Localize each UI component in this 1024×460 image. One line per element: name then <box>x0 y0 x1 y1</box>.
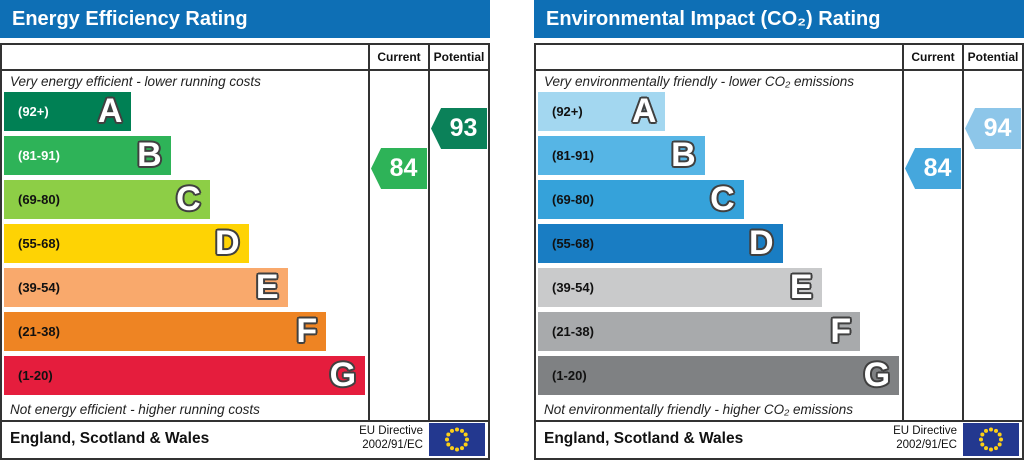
band-letter: C <box>176 179 201 218</box>
band-letter: D <box>749 223 774 262</box>
table-footer: England, Scotland & Wales EU Directive 2… <box>2 420 488 456</box>
band-c: (69-80) C <box>4 179 210 219</box>
band-range-label: (21-38) <box>552 323 594 339</box>
eu-flag-icon <box>963 422 1019 456</box>
band-letter: D <box>215 223 240 262</box>
band-letter: F <box>830 311 852 350</box>
band-g: (1-20) G <box>4 355 366 395</box>
bands-area: Very environmentally friendly - lower CO… <box>536 71 902 420</box>
band-letter: E <box>789 267 813 306</box>
current-column-header: Current <box>368 45 428 69</box>
band-letter: A <box>631 91 657 130</box>
bands-area: Very energy efficient - lower running co… <box>2 71 368 420</box>
current-rating-arrow: 84 <box>371 148 427 189</box>
band-f: (21-38) F <box>4 311 327 351</box>
current-column-header: Current <box>902 45 962 69</box>
table-body: Very environmentally friendly - lower CO… <box>536 71 1022 420</box>
rating-table: Current Potential Very energy efficient … <box>0 43 490 460</box>
band-range-label: (92+) <box>18 103 49 119</box>
band-a: (92+) A <box>538 91 666 131</box>
table-footer: England, Scotland & Wales EU Directive 2… <box>536 420 1022 456</box>
potential-column-header: Potential <box>428 45 488 69</box>
current-rating-arrow: 84 <box>905 148 961 189</box>
region-label: England, Scotland & Wales <box>544 430 744 447</box>
eu-directive-line1: EU Directive <box>893 425 957 438</box>
bottom-caption: Not energy efficient - higher running co… <box>10 402 260 418</box>
band-g: (1-20) G <box>538 355 900 395</box>
top-caption: Very environmentally friendly - lower CO… <box>544 73 854 89</box>
eu-directive-line2: 2002/91/EC <box>362 439 423 451</box>
band-range-label: (55-68) <box>552 235 594 251</box>
eu-directive-label: EU Directive 2002/91/EC <box>359 425 423 453</box>
band-range-label: (81-91) <box>18 147 60 163</box>
band-d: (55-68) D <box>538 223 783 263</box>
energy-efficiency-chart: Energy Efficiency Rating Current Potenti… <box>0 0 490 460</box>
band-letter: A <box>97 91 123 130</box>
band-range-label: (81-91) <box>552 147 594 163</box>
environmental-impact-chart: Environmental Impact (CO₂) Rating Curren… <box>534 0 1024 460</box>
current-column: 84 <box>368 71 428 420</box>
band-letter: E <box>255 267 279 306</box>
band-range-label: (55-68) <box>18 235 60 251</box>
top-caption: Very energy efficient - lower running co… <box>10 73 261 89</box>
band-letter: B <box>137 135 162 174</box>
eu-directive-label: EU Directive 2002/91/EC <box>893 425 957 453</box>
chart-title: Environmental Impact (CO₂) Rating <box>534 0 1024 38</box>
header-spacer <box>2 45 368 69</box>
band-letter: B <box>671 135 696 174</box>
rating-table: Current Potential Very environmentally f… <box>534 43 1024 460</box>
potential-rating-arrow: 93 <box>431 108 487 149</box>
band-b: (81-91) B <box>538 135 705 175</box>
table-header-row: Current Potential <box>536 45 1022 71</box>
eu-flag-icon <box>429 422 485 456</box>
table-body: Very energy efficient - lower running co… <box>2 71 488 420</box>
potential-rating-arrow: 94 <box>965 108 1021 149</box>
chart-title: Energy Efficiency Rating <box>0 0 490 38</box>
band-c: (69-80) C <box>538 179 744 219</box>
band-letter: G <box>329 355 357 394</box>
band-range-label: (92+) <box>552 103 583 119</box>
band-range-label: (21-38) <box>18 323 60 339</box>
band-e: (39-54) E <box>538 267 822 307</box>
band-d: (55-68) D <box>4 223 249 263</box>
bands: (92+) A (81-91) B (69-80) C (55-68) D (39-54) E (2… <box>536 91 902 400</box>
band-range-label: (1-20) <box>18 367 53 383</box>
band-b: (81-91) B <box>4 135 171 175</box>
potential-column-header: Potential <box>962 45 1022 69</box>
table-header-row: Current Potential <box>2 45 488 71</box>
bottom-caption: Not environmentally friendly - higher CO… <box>544 402 854 418</box>
bands: (92+) A (81-91) B (69-80) C (55-68) D (39-54) E (2… <box>2 91 368 400</box>
eu-directive-line2: 2002/91/EC <box>896 439 957 451</box>
eu-directive-line1: EU Directive <box>359 425 423 438</box>
band-letter: F <box>296 311 318 350</box>
band-e: (39-54) E <box>4 267 288 307</box>
band-range-label: (69-80) <box>18 191 60 207</box>
potential-column: 93 <box>428 71 488 420</box>
band-range-label: (1-20) <box>552 367 587 383</box>
header-spacer <box>536 45 902 69</box>
band-f: (21-38) F <box>538 311 861 351</box>
band-range-label: (39-54) <box>552 279 594 295</box>
band-letter: C <box>710 179 735 218</box>
band-range-label: (69-80) <box>552 191 594 207</box>
band-a: (92+) A <box>4 91 132 131</box>
potential-column: 94 <box>962 71 1022 420</box>
region-label: England, Scotland & Wales <box>10 430 210 447</box>
band-letter: G <box>863 355 891 394</box>
current-column: 84 <box>902 71 962 420</box>
band-range-label: (39-54) <box>18 279 60 295</box>
